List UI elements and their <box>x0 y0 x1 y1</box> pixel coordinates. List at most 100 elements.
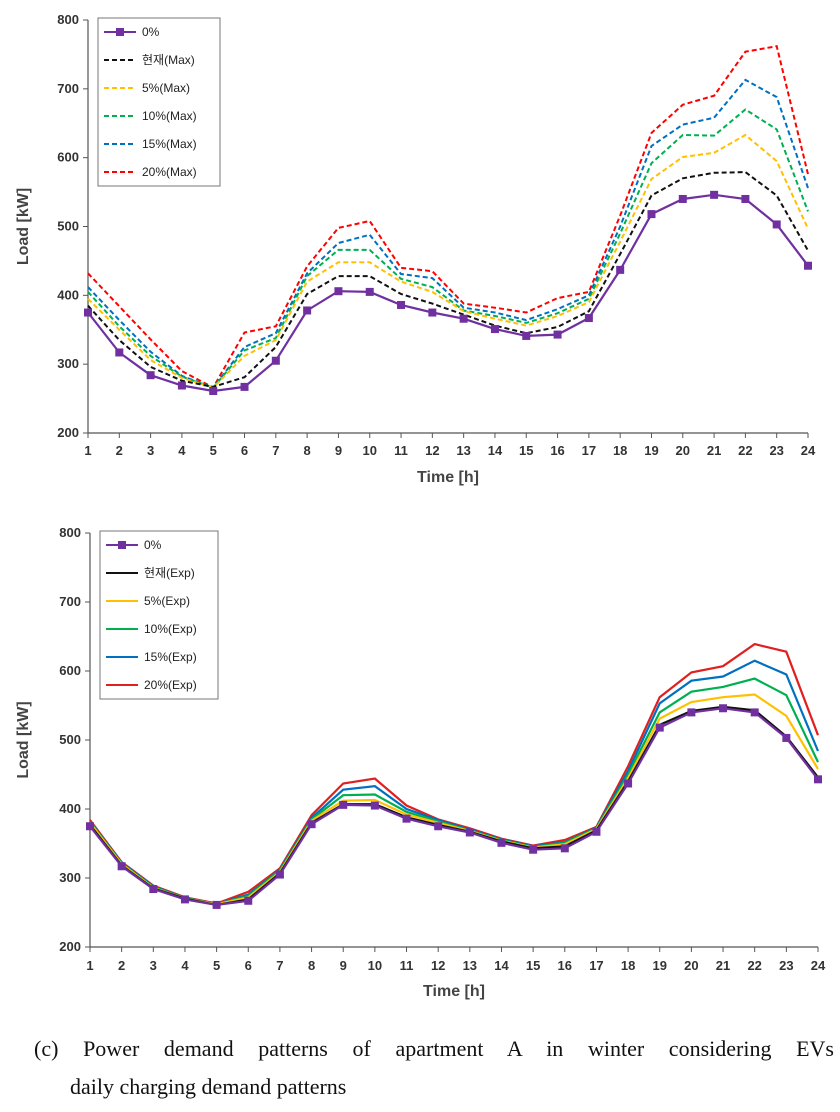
x-tick-label: 12 <box>425 443 439 458</box>
y-tick-label: 600 <box>59 663 81 678</box>
data-point-marker <box>560 844 569 853</box>
data-point-marker <box>212 900 221 909</box>
x-tick-label: 11 <box>400 958 414 973</box>
x-tick-label: 20 <box>684 958 698 973</box>
data-point-marker <box>303 306 312 315</box>
data-point-marker <box>655 723 664 732</box>
y-tick-label: 500 <box>57 219 79 234</box>
x-tick-label: 6 <box>245 958 252 973</box>
data-point-marker <box>772 220 781 229</box>
legend-label-0: 0% <box>142 25 160 39</box>
data-point-marker <box>434 822 443 831</box>
x-tick-label: 15 <box>526 958 540 973</box>
x-tick-label: 8 <box>308 958 315 973</box>
data-point-marker <box>370 801 379 810</box>
x-tick-label: 16 <box>550 443 564 458</box>
x-tick-label: 21 <box>707 443 721 458</box>
legend-label-4: 15%(Exp) <box>144 650 197 664</box>
x-tick-label: 10 <box>363 443 377 458</box>
x-tick-label: 1 <box>86 958 93 973</box>
x-tick-label: 17 <box>589 958 603 973</box>
data-point-marker <box>750 708 759 717</box>
data-point-marker <box>465 828 474 837</box>
y-tick-label: 200 <box>59 939 81 954</box>
y-axis-label: Load [kW] <box>15 188 32 265</box>
data-point-marker <box>339 800 348 809</box>
data-point-marker <box>553 330 562 339</box>
data-point-marker <box>459 314 468 323</box>
data-point-marker <box>529 845 538 854</box>
data-point-marker <box>678 194 687 203</box>
data-point-marker <box>741 194 750 203</box>
x-tick-label: 22 <box>738 443 752 458</box>
y-tick-label: 800 <box>59 525 81 540</box>
data-point-marker <box>428 308 437 317</box>
data-point-marker <box>334 287 343 296</box>
data-point-marker <box>584 314 593 323</box>
legend-label-3: 10%(Exp) <box>144 622 197 636</box>
x-tick-label: 8 <box>304 443 311 458</box>
legend-label-4: 15%(Max) <box>142 137 197 151</box>
data-point-marker <box>616 265 625 274</box>
data-point-marker <box>180 895 189 904</box>
x-tick-label: 22 <box>747 958 761 973</box>
data-point-marker <box>647 210 656 219</box>
data-point-marker <box>402 814 411 823</box>
x-axis-label: Time [h] <box>423 983 485 1000</box>
series-line-5 <box>87 45 809 389</box>
data-point-marker <box>397 300 406 309</box>
data-point-marker <box>117 862 126 871</box>
y-tick-label: 700 <box>57 81 79 96</box>
x-tick-label: 20 <box>676 443 690 458</box>
data-point-marker <box>624 779 633 788</box>
x-axis-label: Time [h] <box>417 469 479 486</box>
data-point-marker <box>149 885 158 894</box>
series-line-1 <box>89 705 819 907</box>
x-tick-label: 2 <box>116 443 123 458</box>
legend-label-1: 현재(Max) <box>142 53 195 67</box>
data-point-marker <box>271 356 280 365</box>
y-tick-label: 600 <box>57 150 79 165</box>
x-tick-label: 18 <box>621 958 635 973</box>
x-tick-label: 21 <box>716 958 730 973</box>
series-line-0 <box>89 707 819 907</box>
x-tick-label: 3 <box>147 443 154 458</box>
x-tick-label: 13 <box>463 958 477 973</box>
legend-box <box>99 530 219 700</box>
data-point-marker <box>782 733 791 742</box>
y-tick-label: 300 <box>57 356 79 371</box>
data-point-marker <box>710 190 719 199</box>
y-tick-label: 300 <box>59 870 81 885</box>
y-tick-label: 800 <box>57 12 79 27</box>
x-tick-label: 19 <box>653 958 667 973</box>
data-point-marker <box>490 325 499 334</box>
legend-label-2: 5%(Max) <box>142 81 190 95</box>
series-line-2 <box>89 693 819 906</box>
x-tick-label: 4 <box>178 443 186 458</box>
data-point-marker <box>209 387 218 396</box>
y-tick-label: 400 <box>59 801 81 816</box>
legend-label-3: 10%(Max) <box>142 109 197 123</box>
data-point-marker <box>240 382 249 391</box>
data-point-marker <box>687 708 696 717</box>
data-point-marker <box>307 820 316 829</box>
legend-marker <box>116 28 124 36</box>
x-tick-label: 17 <box>582 443 596 458</box>
data-point-marker <box>146 371 155 380</box>
y-axis-label: Load [kW] <box>15 701 32 778</box>
data-point-marker <box>115 348 124 357</box>
x-tick-label: 14 <box>488 443 503 458</box>
x-tick-label: 24 <box>811 958 826 973</box>
data-point-marker <box>497 838 506 847</box>
legend: 0% 현재(Max) 5%(Max) 10%(Max) 15%(Max) 20%(Max) <box>97 17 221 187</box>
legend-label-0: 0% <box>144 538 162 552</box>
x-tick-label: 5 <box>213 958 220 973</box>
data-point-marker <box>244 896 253 905</box>
x-tick-label: 7 <box>276 958 283 973</box>
series-line-1 <box>87 171 809 388</box>
legend-label-5: 20%(Max) <box>142 165 197 179</box>
y-tick-label: 400 <box>57 287 79 302</box>
x-tick-label: 12 <box>431 958 445 973</box>
